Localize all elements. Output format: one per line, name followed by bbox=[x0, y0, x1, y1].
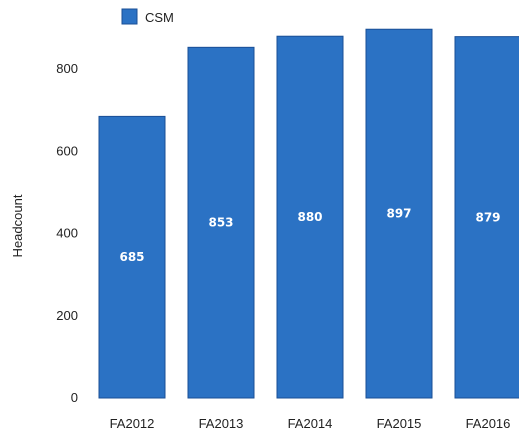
bar-fa2013 bbox=[187, 46, 255, 399]
bars bbox=[98, 28, 519, 399]
bar-fa2012 bbox=[98, 115, 166, 399]
y-tick-label: 200 bbox=[56, 308, 78, 323]
bar-fa2015 bbox=[365, 28, 433, 399]
y-tick-label: 600 bbox=[56, 143, 78, 158]
data-label-fa2014: 880 bbox=[297, 210, 322, 224]
bar-fa2014 bbox=[276, 35, 344, 399]
y-tick-label: 800 bbox=[56, 61, 78, 76]
x-tick-label-fa2013: FA2013 bbox=[199, 416, 244, 431]
data-label-fa2012: 685 bbox=[119, 250, 144, 264]
data-label-fa2015: 897 bbox=[386, 207, 411, 221]
bar-fa2016 bbox=[454, 36, 519, 399]
y-tick-label: 0 bbox=[71, 390, 78, 405]
y-axis-title: Headcount bbox=[10, 194, 25, 257]
y-tick-label: 400 bbox=[56, 226, 78, 241]
legend-label-csm: CSM bbox=[145, 10, 174, 25]
data-label-fa2016: 879 bbox=[475, 210, 500, 224]
y-axis-ticks: 0 200 400 600 800 bbox=[56, 61, 78, 405]
x-tick-label-fa2016: FA2016 bbox=[466, 416, 511, 431]
x-tick-label-fa2012: FA2012 bbox=[110, 416, 155, 431]
data-label-fa2013: 853 bbox=[208, 216, 233, 230]
bar-data-labels: 685 853 880 897 879 bbox=[119, 207, 500, 265]
x-tick-label-fa2014: FA2014 bbox=[288, 416, 333, 431]
x-axis-ticks: FA2012 FA2013 FA2014 FA2015 FA2016 bbox=[110, 416, 511, 431]
legend-swatch-csm bbox=[121, 8, 138, 25]
legend: CSM bbox=[121, 8, 174, 25]
x-tick-label-fa2015: FA2015 bbox=[377, 416, 422, 431]
